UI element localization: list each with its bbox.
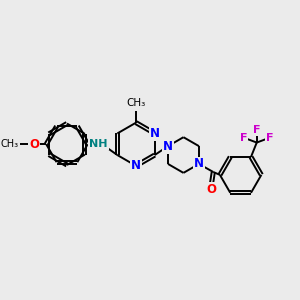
Text: N: N xyxy=(194,158,204,170)
Text: N: N xyxy=(150,127,160,140)
Text: F: F xyxy=(240,133,247,143)
Text: F: F xyxy=(266,133,273,143)
Text: CH₃: CH₃ xyxy=(1,139,19,149)
Text: NH: NH xyxy=(89,139,108,149)
Text: N: N xyxy=(131,159,141,172)
Text: O: O xyxy=(29,138,39,151)
Text: CH₃: CH₃ xyxy=(126,98,146,108)
Text: F: F xyxy=(253,125,260,135)
Text: N: N xyxy=(163,140,173,153)
Text: O: O xyxy=(206,183,216,196)
